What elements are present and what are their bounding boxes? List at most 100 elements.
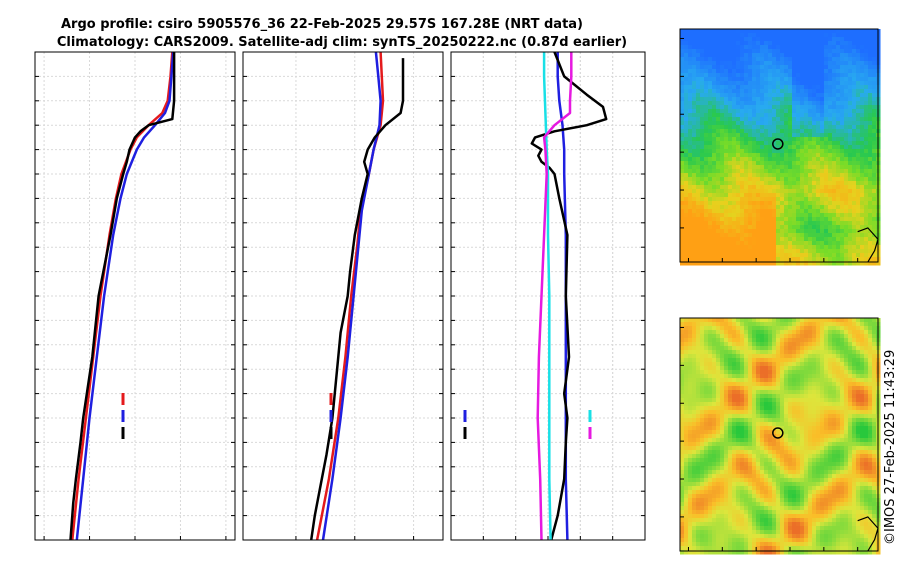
map-cell <box>744 370 749 375</box>
map-cell <box>760 482 765 487</box>
map-cell <box>680 390 685 395</box>
map-cell <box>792 330 797 335</box>
map-cell <box>784 29 789 34</box>
map-cell <box>684 93 689 98</box>
map-cell <box>736 145 741 150</box>
map-cell <box>688 430 693 435</box>
map-cell <box>796 101 801 106</box>
map-cell <box>776 458 781 463</box>
map-cell <box>712 185 717 190</box>
map-cell <box>808 157 813 162</box>
map-cell <box>796 117 801 122</box>
map-cell <box>704 414 709 419</box>
map-cell <box>776 518 781 523</box>
map-cell <box>784 89 789 94</box>
map-cell <box>784 117 789 122</box>
map-cell <box>688 542 693 547</box>
map-cell <box>752 189 757 194</box>
map-cell <box>708 133 713 138</box>
map-cell <box>824 49 829 54</box>
map-cell <box>708 542 713 547</box>
map-cell <box>708 538 713 543</box>
map-cell <box>816 57 821 62</box>
map-cell <box>720 37 725 42</box>
map-cell <box>708 530 713 535</box>
map-cell <box>704 241 709 246</box>
map-cell <box>816 153 821 158</box>
map-cell <box>704 422 709 427</box>
map-cell <box>812 157 817 162</box>
map-cell <box>704 394 709 399</box>
map-cell <box>784 169 789 174</box>
map-cell <box>752 362 757 367</box>
map-cell <box>704 542 709 547</box>
map-cell <box>792 374 797 379</box>
map-cell <box>712 169 717 174</box>
map-cell <box>692 458 697 463</box>
map-cell <box>720 65 725 70</box>
map-cell <box>748 482 753 487</box>
map-cell <box>748 398 753 403</box>
map-cell <box>764 45 769 50</box>
map-cell <box>704 374 709 379</box>
map-cell <box>684 169 689 174</box>
map-cell <box>732 213 737 218</box>
map-cell <box>776 370 781 375</box>
map-cell <box>680 41 685 46</box>
map-cell <box>848 137 853 142</box>
map-cell <box>864 229 869 234</box>
map-cell <box>704 33 709 38</box>
map-cell <box>716 29 721 34</box>
map-cell <box>744 149 749 154</box>
map-cell <box>776 173 781 178</box>
map-cell <box>712 181 717 186</box>
map-cell <box>868 81 873 86</box>
map-cell <box>760 342 765 347</box>
map-cell <box>692 61 697 66</box>
map-cell <box>748 173 753 178</box>
map-cell <box>712 530 717 535</box>
map-cell <box>712 402 717 407</box>
map-cell <box>768 494 773 499</box>
map-cell <box>864 257 869 262</box>
map-cell <box>844 113 849 118</box>
map-cell <box>684 181 689 186</box>
map-cell <box>768 346 773 351</box>
map-cell <box>696 177 701 182</box>
map-cell <box>780 217 785 222</box>
map-cell <box>684 326 689 331</box>
map-cell <box>752 350 757 355</box>
map-cell <box>756 530 761 535</box>
map-cell <box>692 334 697 339</box>
map-cell <box>796 57 801 62</box>
map-cell <box>764 338 769 343</box>
map-cell <box>752 326 757 331</box>
map-cell <box>716 193 721 198</box>
map-cell <box>684 249 689 254</box>
map-cell <box>704 61 709 66</box>
map-cell <box>804 173 809 178</box>
map-cell <box>720 253 725 258</box>
map-cell <box>812 213 817 218</box>
map-cell <box>772 458 777 463</box>
map-cell <box>756 113 761 118</box>
map-cell <box>752 221 757 226</box>
map-cell <box>868 49 873 54</box>
map-cell <box>736 37 741 42</box>
map-cell <box>760 85 765 90</box>
map-cell <box>852 201 857 206</box>
map-cell <box>760 161 765 166</box>
map-cell <box>760 378 765 383</box>
map-cell <box>776 442 781 447</box>
map-cell <box>824 245 829 250</box>
map-cell <box>752 454 757 459</box>
map-cell <box>692 69 697 74</box>
map-cell <box>736 61 741 66</box>
map-cell <box>776 233 781 238</box>
map-cell <box>768 93 773 98</box>
map-cell <box>720 526 725 531</box>
map-cell <box>684 422 689 427</box>
map-cell <box>764 161 769 166</box>
map-cell <box>740 326 745 331</box>
map-cell <box>796 257 801 262</box>
